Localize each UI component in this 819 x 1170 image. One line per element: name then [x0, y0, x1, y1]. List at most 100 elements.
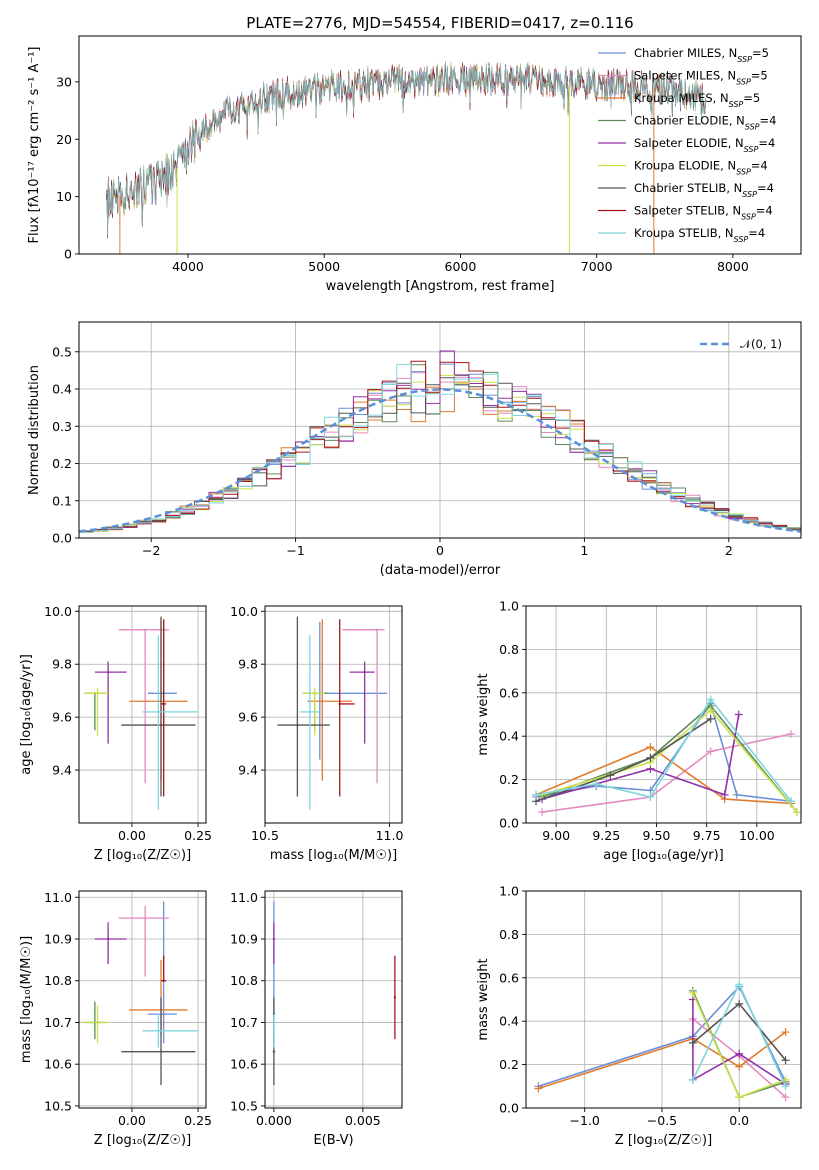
mass_vs_Z-point [96, 1021, 99, 1024]
weight_vs_age-frame [525, 605, 802, 824]
age_vs_mass-point [375, 628, 379, 632]
age_vs_Z-xtick-label: 0.00 [118, 828, 146, 843]
mass_vs_ebv-xlabel: E(B-V) [313, 1133, 353, 1148]
weight_vs_age-marker [706, 747, 715, 756]
age_vs_mass-xlabel: mass [log₁₀(M/M☉)] [270, 848, 397, 863]
mass_vs_Z-point [162, 979, 165, 982]
mass_vs_Z-frame [78, 890, 207, 1109]
spectrum-legend-label: Salpeter STELIB, NSSP=4 [634, 204, 773, 222]
weight_vs_age-marker [646, 753, 655, 762]
mass_vs_ebv-xtick-label: 0.005 [345, 1113, 381, 1128]
mass_vs_Z-xtick-label: 0.00 [118, 1113, 146, 1128]
age_vs_mass-point [308, 710, 312, 714]
spectrum-title: PLATE=2776, MJD=54554, FIBERID=0417, z=0… [246, 14, 633, 32]
mass_vs_Z-point [143, 916, 147, 920]
spectrum-legend-label: Salpeter MILES, NSSP=5 [634, 69, 768, 87]
mass_vs_ebv-point [393, 996, 397, 999]
histogram-series-steps [79, 363, 801, 533]
age_vs_Z-ytick-label: 9.4 [52, 763, 72, 778]
mass_vs_Z-ylabel: mass [log₁₀(M/M☉)] [19, 936, 34, 1063]
histogram-xtick-label: −2 [142, 543, 160, 558]
weight_vs_age-marker [706, 714, 715, 723]
age_vs_mass-ytick-label: 10.0 [230, 604, 258, 619]
weight_vs_Z-marker [735, 1093, 744, 1102]
age_vs_Z-ytick-label: 9.6 [52, 710, 72, 725]
histogram-ytick-label: 0.1 [52, 493, 72, 508]
age_vs_Z-xlabel: Z [log₁₀(Z/Z☉)] [94, 848, 191, 863]
spectrum-xtick-label: 4000 [172, 259, 204, 274]
weight_vs_age-xtick-label: 9.75 [693, 828, 721, 843]
spectrum-frame [78, 35, 802, 255]
weight_vs_Z-ytick-label: 0.6 [499, 970, 519, 985]
weight_vs_age-xtick-label: 9.25 [592, 828, 620, 843]
weight_vs_Z-marker [735, 1049, 744, 1058]
weight_vs_age-marker [646, 743, 655, 752]
weight_vs_age-marker [532, 790, 541, 799]
weight_vs_age-marker [538, 808, 547, 817]
weight_vs_Z-marker [735, 1062, 744, 1071]
histogram-xtick-label: 2 [725, 543, 733, 558]
histogram-ytick-label: 0.3 [52, 419, 72, 434]
spectrum-xtick-label: 5000 [308, 259, 340, 274]
weight_vs_Z-marker [781, 1056, 790, 1065]
histogram-legend-label: 𝒩(0, 1) [740, 337, 782, 351]
weight_vs_age-marker [786, 797, 795, 806]
age_vs_mass-point [321, 700, 324, 703]
mass_vs_Z-ytick-label: 10.9 [44, 931, 72, 946]
weight_vs_Z-marker [781, 1082, 790, 1091]
weight_vs_age-xlabel: age [log₁₀(age/yr)] [603, 848, 724, 863]
mass_vs_ebv-ytick-label: 10.7 [230, 1015, 258, 1030]
histogram-ytick-label: 0.5 [52, 344, 72, 359]
spectrum-ytick-label: 30 [56, 74, 72, 89]
weight_vs_Z-ytick-label: 0.8 [499, 927, 519, 942]
weight_vs_age-ytick-label: 0.0 [499, 816, 519, 831]
age_vs_Z-ytick-label: 10.0 [44, 604, 72, 619]
weight_vs_age-marker [592, 779, 601, 788]
age_vs_mass-ytick-label: 9.6 [238, 710, 258, 725]
weight_vs_Z-xtick-label: 0.0 [729, 1113, 749, 1128]
age_vs_mass-frame [264, 605, 403, 824]
histogram-normal-curve [78, 388, 802, 533]
histogram-xtick-label: 1 [580, 543, 588, 558]
spectrum-xtick-label: 7000 [581, 259, 613, 274]
age_vs_Z-frame [78, 605, 207, 824]
mass_vs_Z-xtick-label: 0.25 [184, 1113, 212, 1128]
spectrum-legend-label: Kroupa MILES, NSSP=5 [634, 91, 760, 109]
age_vs_Z-xtick-label: 0.25 [184, 828, 212, 843]
spectrum-xtick-label: 8000 [717, 259, 749, 274]
weight_vs_Z-xtick-label: −0.5 [647, 1113, 677, 1128]
spectrum-legend-label: Kroupa STELIB, NSSP=4 [634, 226, 765, 244]
age_vs_mass-xtick-label: 11.0 [376, 828, 404, 843]
weight_vs_age-ytick-label: 1.0 [499, 599, 519, 614]
age_vs_Z-point [157, 710, 160, 714]
spectrum-xtick-label: 6000 [445, 259, 477, 274]
spectrum-ytick-label: 0 [64, 247, 72, 262]
spectrum-legend-label: Kroupa ELODIE, NSSP=4 [634, 159, 768, 177]
mass_vs_ebv-ytick-label: 11.0 [230, 890, 258, 905]
age_vs_Z-point [143, 628, 147, 632]
spectrum-ytick-label: 10 [56, 189, 72, 204]
age_vs_Z-ytick-label: 9.8 [52, 657, 72, 672]
spectrum-xlabel: wavelength [Angstrom, rest frame] [326, 279, 555, 294]
mass_vs_ebv-ytick-label: 10.6 [230, 1057, 258, 1072]
weight_vs_age-marker [706, 706, 715, 715]
weight_vs_age-marker [606, 771, 615, 780]
mass_vs_ebv-point [272, 1050, 276, 1053]
mass_vs_ebv-frame [264, 890, 403, 1109]
age_vs_mass-point [338, 702, 341, 706]
mass_vs_Z-ytick-label: 10.7 [44, 1015, 72, 1030]
spectrum-legend-label: Chabrier MILES, NSSP=5 [634, 46, 769, 64]
spectrum-series-line [105, 61, 706, 235]
weight_vs_Z-marker [781, 1028, 790, 1037]
mass_vs_Z-point [106, 937, 110, 941]
age_vs_Z-point [96, 692, 99, 695]
weight_vs_age-ytick-label: 0.4 [499, 729, 519, 744]
spectrum-legend-label: Chabrier ELODIE, NSSP=4 [634, 114, 776, 132]
mass_vs_ebv-point [272, 1029, 276, 1032]
histogram-ytick-label: 0.4 [52, 382, 72, 397]
mass_vs_ebv-ytick-label: 10.9 [230, 931, 258, 946]
weight_vs_age-marker [706, 695, 715, 704]
spectrum-legend-label: Salpeter ELODIE, NSSP=4 [634, 136, 775, 154]
weight_vs_age-marker [734, 710, 743, 719]
weight_vs_age-marker [646, 792, 655, 801]
